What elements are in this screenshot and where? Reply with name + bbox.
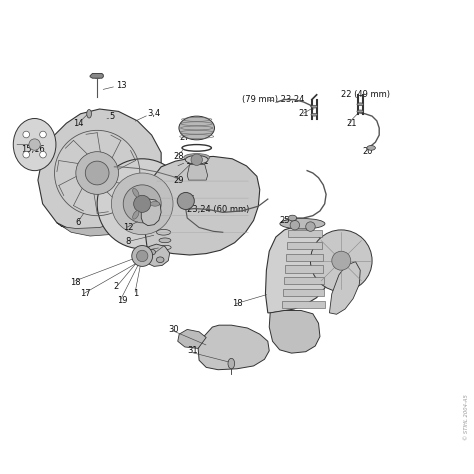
Ellipse shape [311,105,318,108]
Text: 21: 21 [346,119,356,128]
Polygon shape [284,277,324,284]
Circle shape [40,131,46,138]
Polygon shape [286,254,323,261]
Ellipse shape [280,219,325,229]
Circle shape [23,151,29,158]
Text: (79 mm) 23,24: (79 mm) 23,24 [242,95,304,104]
Ellipse shape [150,201,160,206]
Text: 12: 12 [123,223,134,232]
Text: 27: 27 [179,133,190,142]
Circle shape [123,185,161,223]
Ellipse shape [367,146,375,150]
Polygon shape [282,301,325,308]
Polygon shape [329,262,360,314]
Text: 7: 7 [135,247,140,255]
Text: 6: 6 [76,219,81,227]
Polygon shape [90,73,103,78]
Text: 9: 9 [142,256,147,265]
Text: 20: 20 [363,147,373,156]
Text: 13: 13 [116,81,127,90]
Text: 25: 25 [280,216,290,225]
Text: 23,24 (60 mm): 23,24 (60 mm) [187,205,250,214]
Circle shape [290,220,300,230]
Circle shape [332,251,351,270]
Text: 10,11: 10,11 [185,157,209,165]
Polygon shape [141,199,161,226]
Ellipse shape [288,215,297,221]
Polygon shape [287,242,322,249]
Text: 21: 21 [299,109,309,118]
Circle shape [132,246,153,266]
Circle shape [23,131,29,138]
Ellipse shape [183,154,210,161]
Text: 5: 5 [109,112,114,120]
Ellipse shape [13,118,56,171]
Circle shape [97,159,187,249]
Polygon shape [285,265,323,273]
Polygon shape [198,325,269,370]
Text: 8: 8 [126,237,131,246]
Ellipse shape [87,109,91,118]
Ellipse shape [161,246,171,250]
Text: 22 (49 mm): 22 (49 mm) [341,91,390,99]
Text: 18: 18 [70,278,81,286]
Polygon shape [57,203,161,236]
Ellipse shape [143,257,151,263]
Circle shape [134,195,151,212]
Ellipse shape [133,210,139,219]
Ellipse shape [148,249,155,255]
Text: © STIHL 2004-A5: © STIHL 2004-A5 [465,394,469,440]
Polygon shape [100,171,180,223]
Polygon shape [265,227,331,313]
Text: 19: 19 [118,297,128,305]
Text: 30: 30 [168,325,179,334]
Polygon shape [38,109,161,232]
Circle shape [310,230,372,292]
Text: 2: 2 [114,283,119,291]
Text: 17: 17 [81,290,91,298]
Text: 15,16: 15,16 [21,145,45,154]
Ellipse shape [311,113,318,116]
Polygon shape [145,156,260,255]
Circle shape [177,192,194,210]
Polygon shape [288,230,322,237]
Ellipse shape [357,110,364,113]
Circle shape [76,152,118,194]
Ellipse shape [357,103,364,106]
Ellipse shape [133,189,139,197]
Text: 31: 31 [187,346,198,355]
Ellipse shape [156,257,164,263]
Text: 18: 18 [232,299,243,308]
Text: 26: 26 [185,195,195,203]
Text: 1: 1 [133,290,138,298]
Ellipse shape [159,238,171,243]
Text: 28: 28 [173,152,183,161]
Circle shape [29,139,40,150]
Polygon shape [187,164,208,180]
Circle shape [111,173,173,235]
Polygon shape [146,244,170,266]
Polygon shape [269,310,320,353]
Circle shape [306,222,315,231]
Ellipse shape [185,155,208,164]
Ellipse shape [179,116,214,140]
Circle shape [85,161,109,185]
Circle shape [191,154,202,165]
Text: 3,4: 3,4 [147,109,160,118]
Polygon shape [283,289,324,296]
Text: 14: 14 [73,119,84,128]
Circle shape [40,151,46,158]
Text: 29: 29 [173,176,183,184]
Ellipse shape [228,358,235,369]
Circle shape [137,250,148,262]
Ellipse shape [156,229,171,235]
Polygon shape [178,329,206,348]
